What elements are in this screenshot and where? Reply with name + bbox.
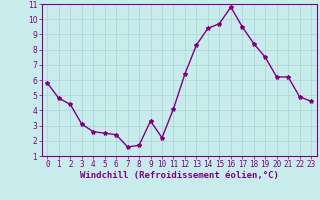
X-axis label: Windchill (Refroidissement éolien,°C): Windchill (Refroidissement éolien,°C) — [80, 171, 279, 180]
